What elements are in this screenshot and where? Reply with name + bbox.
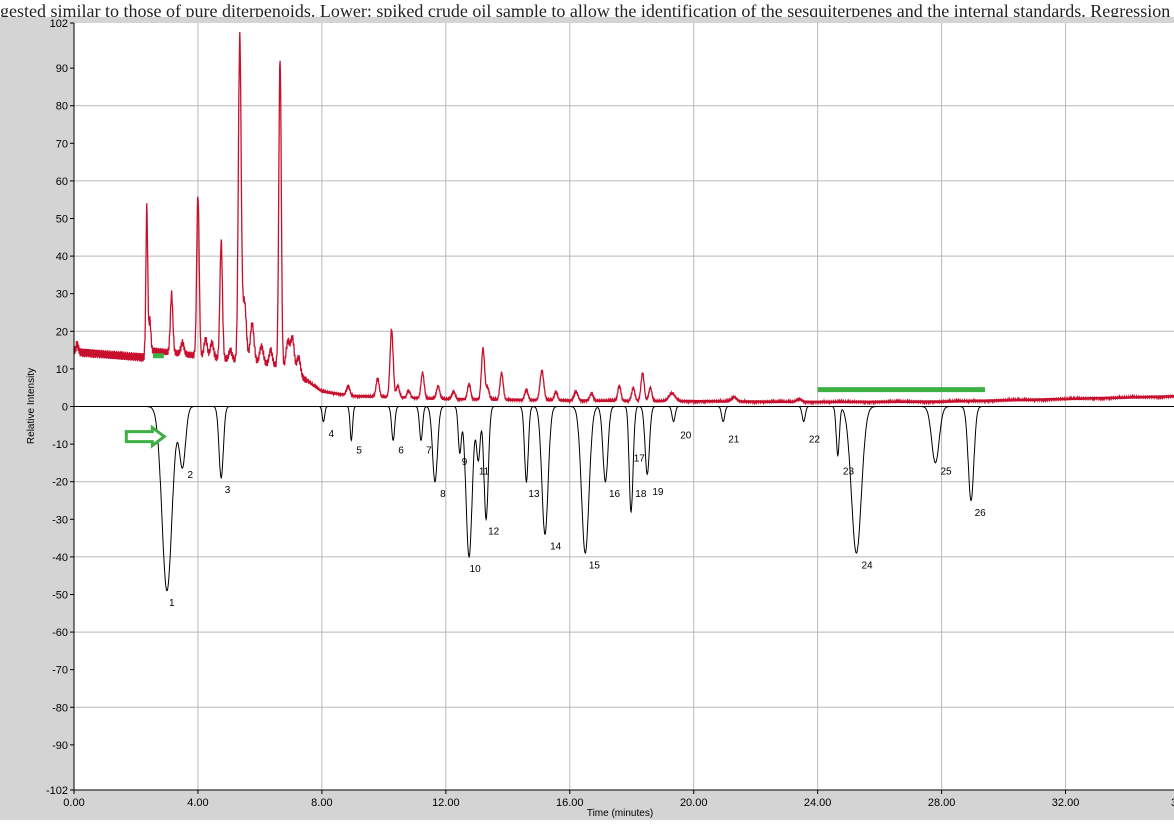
- x-tick-label: 16.00: [556, 797, 584, 809]
- y-tick-label: -50: [52, 589, 68, 601]
- x-tick-label: 32.00: [1052, 797, 1080, 809]
- y-tick-label: 30: [56, 289, 68, 301]
- axis-ticks: 0.00 4.00 8.00 12.00 16.00 20.00 24.00 28.00 32.…: [46, 18, 1174, 809]
- x-tick-label: 12.00: [432, 797, 460, 809]
- y-tick-label: 50: [56, 214, 68, 226]
- peak-label: 21: [728, 434, 740, 445]
- y-tick-label: -40: [52, 552, 68, 564]
- peak-label: 12: [488, 527, 500, 538]
- x-tick-label: 8.00: [311, 797, 332, 809]
- peak-label: 9: [462, 457, 468, 468]
- x-tick-label: 3: [1171, 797, 1174, 809]
- y-tick-label: 70: [56, 138, 68, 150]
- peak-label: 18: [635, 489, 647, 500]
- traces: [73, 31, 1174, 592]
- chromatogram-window: 0.00 4.00 8.00 12.00 16.00 20.00 24.00 28.00 32.…: [0, 17, 1174, 820]
- y-tick-label: -20: [52, 477, 68, 489]
- peak-label: 11: [479, 466, 490, 477]
- peak-label: 13: [528, 489, 540, 500]
- peak-label: 20: [680, 431, 692, 442]
- y-tick-label: -80: [52, 702, 68, 714]
- peak-label: 6: [398, 446, 404, 457]
- y-tick-label: -70: [52, 665, 68, 677]
- x-tick-label: 28.00: [928, 797, 956, 809]
- y-tick-label: 80: [56, 101, 68, 113]
- peak-label: 8: [440, 489, 446, 500]
- y-tick-label: 60: [56, 176, 68, 188]
- annotations: [124, 353, 985, 449]
- y-tick-label: -10: [52, 439, 68, 451]
- peak-label: 23: [843, 466, 855, 477]
- x-tick-label: 4.00: [187, 797, 208, 809]
- chromatogram-chart: 0.00 4.00 8.00 12.00 16.00 20.00 24.00 28.00 32.…: [26, 18, 1174, 819]
- peak-label: 24: [861, 560, 873, 571]
- peak-label: 2: [188, 470, 194, 481]
- trace-lower: [74, 406, 1174, 592]
- peak-label: 16: [609, 489, 621, 500]
- peak-label: 25: [941, 466, 953, 477]
- peak-label: 3: [225, 485, 231, 496]
- y-tick-label: -102: [46, 785, 68, 797]
- peak-label: 1: [169, 598, 175, 609]
- peak-label: 4: [329, 429, 335, 440]
- y-tick-label: 102: [50, 18, 68, 30]
- trace-upper: [73, 31, 1174, 406]
- x-tick-label: 24.00: [804, 797, 832, 809]
- x-tick-label: 20.00: [680, 797, 708, 809]
- peak-label: 19: [652, 487, 664, 498]
- y-axis-label: Relative Intensity: [26, 368, 37, 444]
- peak-label: 5: [356, 446, 362, 457]
- y-tick-label: 0: [62, 402, 68, 414]
- y-tick-label: 90: [56, 63, 68, 75]
- peak-label: 7: [426, 446, 432, 457]
- y-tick-label: 10: [56, 364, 68, 376]
- peak-label: 22: [809, 434, 821, 445]
- x-tick-label: 0.00: [63, 797, 84, 809]
- peak-label: 10: [470, 564, 482, 575]
- y-tick-label: -30: [52, 514, 68, 526]
- peak-label: 17: [634, 453, 646, 464]
- y-tick-label: 20: [56, 326, 68, 338]
- y-tick-label: -90: [52, 740, 68, 752]
- peak-label: 14: [550, 542, 562, 553]
- arrow-right-icon: [124, 424, 167, 449]
- peak-label: 15: [589, 560, 601, 571]
- y-tick-label: -60: [52, 627, 68, 639]
- peak-label: 26: [975, 508, 987, 519]
- figure-caption: gested similar to those of pure diterpen…: [0, 0, 1174, 22]
- x-axis-label: Time (minutes): [587, 808, 653, 819]
- y-tick-label: 40: [56, 251, 68, 263]
